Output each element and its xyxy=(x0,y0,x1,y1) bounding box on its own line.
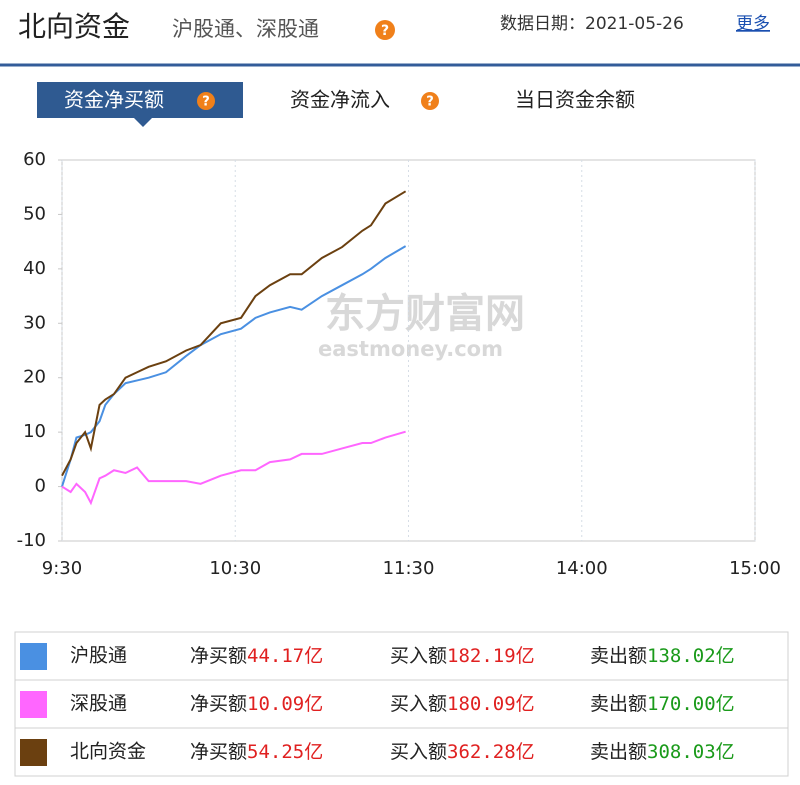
summary-value: 182.19亿 xyxy=(447,645,535,667)
summary-cell: 买入额362.28亿 xyxy=(390,741,535,763)
summary-value: 170.00亿 xyxy=(647,693,735,715)
y-tick-label: 30 xyxy=(23,312,46,333)
tab[interactable]: 资金净买额 xyxy=(64,88,164,112)
x-tick-label: 15:00 xyxy=(729,558,781,579)
summary-cell: 净买额10.09亿 xyxy=(190,693,323,715)
y-tick-label: 50 xyxy=(23,203,46,224)
summary-label: 卖出额 xyxy=(590,693,647,715)
summary-cell: 净买额54.25亿 xyxy=(190,741,323,763)
help-icon xyxy=(421,92,439,110)
more-link[interactable]: 更多 xyxy=(736,14,770,34)
summary-cell: 买入额180.09亿 xyxy=(390,693,535,715)
help-icon xyxy=(197,92,215,110)
tab[interactable]: 资金净流入 xyxy=(290,88,390,112)
summary-value: 362.28亿 xyxy=(447,741,535,763)
title: 北向资金 xyxy=(18,10,130,43)
summary-label: 买入额 xyxy=(390,693,447,715)
y-tick-label: 10 xyxy=(23,421,46,442)
summary-value: 180.09亿 xyxy=(447,693,535,715)
summary-cell: 卖出额308.03亿 xyxy=(590,741,735,763)
series-line xyxy=(61,190,407,477)
legend-swatch xyxy=(20,691,47,718)
y-tick-label: 20 xyxy=(23,367,46,388)
y-tick-label: 60 xyxy=(23,149,46,170)
help-icon-mark: ? xyxy=(381,23,389,39)
summary-label: 卖出额 xyxy=(590,645,647,667)
table-row xyxy=(14,679,789,729)
data-date: 数据日期：2021-05-26 xyxy=(500,14,684,34)
help-icon xyxy=(375,20,395,40)
series-line xyxy=(61,430,406,506)
summary-cell: 卖出额170.00亿 xyxy=(590,693,735,715)
table-row xyxy=(14,727,789,777)
summary-label: 净买额 xyxy=(190,741,247,763)
y-tick-label: 0 xyxy=(35,476,46,497)
summary-value: 308.03亿 xyxy=(647,741,735,763)
summary-value: 138.02亿 xyxy=(647,645,735,667)
summary-cell: 买入额182.19亿 xyxy=(390,645,535,667)
series-line xyxy=(61,245,407,487)
watermark: 东方财富网 xyxy=(325,291,525,337)
help-icon-mark: ? xyxy=(202,95,210,110)
summary-label: 买入额 xyxy=(390,645,447,667)
help-icon-mark: ? xyxy=(426,95,434,110)
x-tick-label: 10:30 xyxy=(209,558,261,579)
y-tick-label: 40 xyxy=(23,258,46,279)
watermark: eastmoney.com xyxy=(318,337,503,361)
table-row xyxy=(14,631,789,681)
summary-cell: 净买额44.17亿 xyxy=(190,645,323,667)
x-tick-label: 9:30 xyxy=(42,558,82,579)
summary-cell: 卖出额138.02亿 xyxy=(590,645,735,667)
summary-value: 54.25亿 xyxy=(247,741,323,763)
tab-pointer xyxy=(134,118,152,127)
summary-value: 10.09亿 xyxy=(247,693,323,715)
tab[interactable]: 当日资金余额 xyxy=(515,88,635,112)
series-name: 沪股通 xyxy=(70,645,127,667)
legend-swatch xyxy=(20,643,47,670)
summary-value: 44.17亿 xyxy=(247,645,323,667)
series-name: 北向资金 xyxy=(70,741,146,763)
series-name: 深股通 xyxy=(70,693,127,715)
summary-label: 净买额 xyxy=(190,645,247,667)
summary-label: 卖出额 xyxy=(590,741,647,763)
summary-label: 净买额 xyxy=(190,693,247,715)
subtitle: 沪股通、深股通 xyxy=(172,17,319,41)
summary-label: 买入额 xyxy=(390,741,447,763)
x-tick-label: 11:30 xyxy=(383,558,435,579)
x-tick-label: 14:00 xyxy=(556,558,608,579)
y-tick-label: -10 xyxy=(17,530,46,551)
legend-swatch xyxy=(20,739,47,766)
